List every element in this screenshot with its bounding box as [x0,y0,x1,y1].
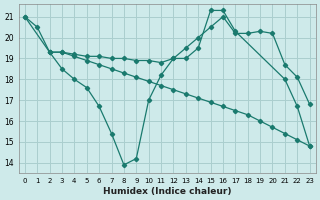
X-axis label: Humidex (Indice chaleur): Humidex (Indice chaleur) [103,187,231,196]
